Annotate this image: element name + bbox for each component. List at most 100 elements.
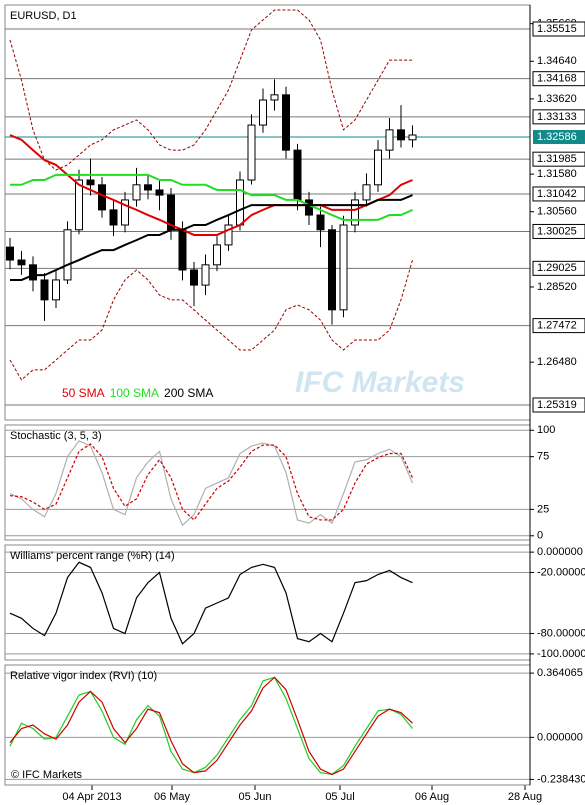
candle-body	[190, 269, 198, 286]
annotation: © IFC Markets	[11, 769, 83, 781]
level-box	[532, 151, 585, 167]
candle-body	[178, 229, 187, 271]
series-line	[9, 440, 414, 527]
y-tick-label: 0	[537, 530, 543, 542]
candle-body	[17, 259, 26, 266]
candle-body	[86, 179, 95, 186]
x-tick-label: 05 Jul	[325, 791, 354, 803]
panel-frame	[4, 664, 531, 786]
candle-body	[201, 264, 210, 286]
panel-frame	[4, 544, 531, 661]
series-line	[9, 443, 414, 521]
y-tick-label: -0.238430	[537, 773, 585, 785]
candle-body	[29, 264, 37, 281]
level-box	[532, 223, 585, 239]
candle-body	[270, 94, 279, 101]
y-tick-label: -20.00000	[537, 566, 585, 578]
band-line	[9, 259, 413, 381]
candle-body	[98, 184, 106, 211]
x-tick-label: 05 Jun	[238, 791, 271, 803]
level-box	[532, 21, 585, 37]
level-label: 1.30025	[537, 225, 577, 237]
y-tick-label: 0.000000	[537, 731, 583, 743]
panel-title: Relative vigor index (RVI) (10)	[10, 670, 157, 682]
candle-body	[6, 246, 14, 261]
legend-entry: 50 SMA	[62, 386, 105, 400]
candle-body	[305, 199, 313, 216]
candle-body	[144, 184, 152, 191]
level-label: 1.33133	[537, 111, 577, 123]
panel-frame	[4, 4, 531, 421]
level-label: 1.35515	[537, 23, 577, 35]
level-box	[532, 397, 585, 413]
series-line	[10, 173, 413, 221]
x-tick-label: 28 Aug	[508, 791, 542, 803]
y-tick-label: 1.28520	[537, 281, 577, 293]
y-tick-label: 0.000000	[537, 546, 583, 558]
y-tick-label: -100.00000	[537, 648, 585, 660]
candle-body	[339, 224, 348, 311]
x-tick-label: 06 Aug	[415, 791, 449, 803]
y-tick-label: 1.33620	[537, 93, 577, 105]
candle-body	[351, 199, 359, 226]
y-tick-label: 25	[537, 503, 549, 515]
candle-body	[40, 279, 49, 301]
series-line	[9, 134, 413, 236]
candle-body	[155, 189, 164, 196]
watermark: IFC Markets	[295, 366, 465, 399]
y-tick-label: 1.31580	[537, 168, 577, 180]
candle-body	[75, 179, 83, 231]
series-line	[9, 676, 413, 776]
y-tick-label: 1.30560	[537, 206, 577, 218]
level-label: 1.31985	[537, 153, 577, 165]
level-label: 1.27472	[537, 320, 577, 332]
level-label: 1.31042	[537, 188, 577, 200]
level-label: 1.34168	[537, 73, 577, 85]
candle-body	[52, 279, 60, 301]
series-line	[10, 194, 413, 281]
level-box	[532, 109, 585, 125]
candle-body	[121, 199, 129, 226]
candle-body	[247, 124, 256, 181]
candle-body	[397, 129, 405, 141]
x-tick-label: 04 Apr 2013	[62, 791, 121, 803]
candle-body	[362, 184, 371, 201]
candle-body	[385, 129, 394, 151]
y-tick-label: 0.364065	[537, 667, 583, 679]
candle-body	[213, 244, 221, 266]
x-tick-label: 06 May	[154, 791, 191, 803]
candle-body	[374, 149, 382, 186]
level-box	[532, 260, 585, 276]
y-tick-label: 1.26480	[537, 356, 577, 368]
candle-body	[132, 184, 141, 201]
legend-entry: 100 SMA	[110, 386, 159, 400]
panel-title: EURUSD, D1	[10, 10, 77, 22]
candle-body	[316, 214, 325, 231]
panel-frame	[4, 424, 531, 541]
level-box	[532, 318, 585, 334]
level-box	[532, 186, 585, 202]
candle-body	[63, 229, 72, 281]
panel-title: Stochastic (3, 5, 3)	[10, 430, 102, 442]
level-box	[532, 71, 585, 87]
series-line	[9, 561, 413, 645]
candle-body	[259, 99, 267, 126]
series-line	[9, 676, 413, 776]
level-label: 1.25319	[537, 399, 577, 411]
candle-body	[282, 94, 290, 151]
candle-body	[293, 149, 302, 201]
y-tick-label: 75	[537, 451, 549, 463]
candle-body	[236, 179, 244, 226]
candle-body	[328, 229, 336, 311]
last-price-box	[533, 130, 585, 145]
panel-title: Williams' percent range (%R) (14)	[10, 550, 175, 562]
legend-entry: 200 SMA	[164, 386, 213, 400]
level-label: 1.29025	[537, 262, 577, 274]
y-tick-label: -80.00000	[537, 627, 585, 639]
last-price-label: 1.32586	[537, 131, 577, 143]
y-tick-label: 1.34640	[537, 55, 577, 67]
candle-body	[109, 209, 118, 226]
candle-body	[224, 224, 233, 246]
